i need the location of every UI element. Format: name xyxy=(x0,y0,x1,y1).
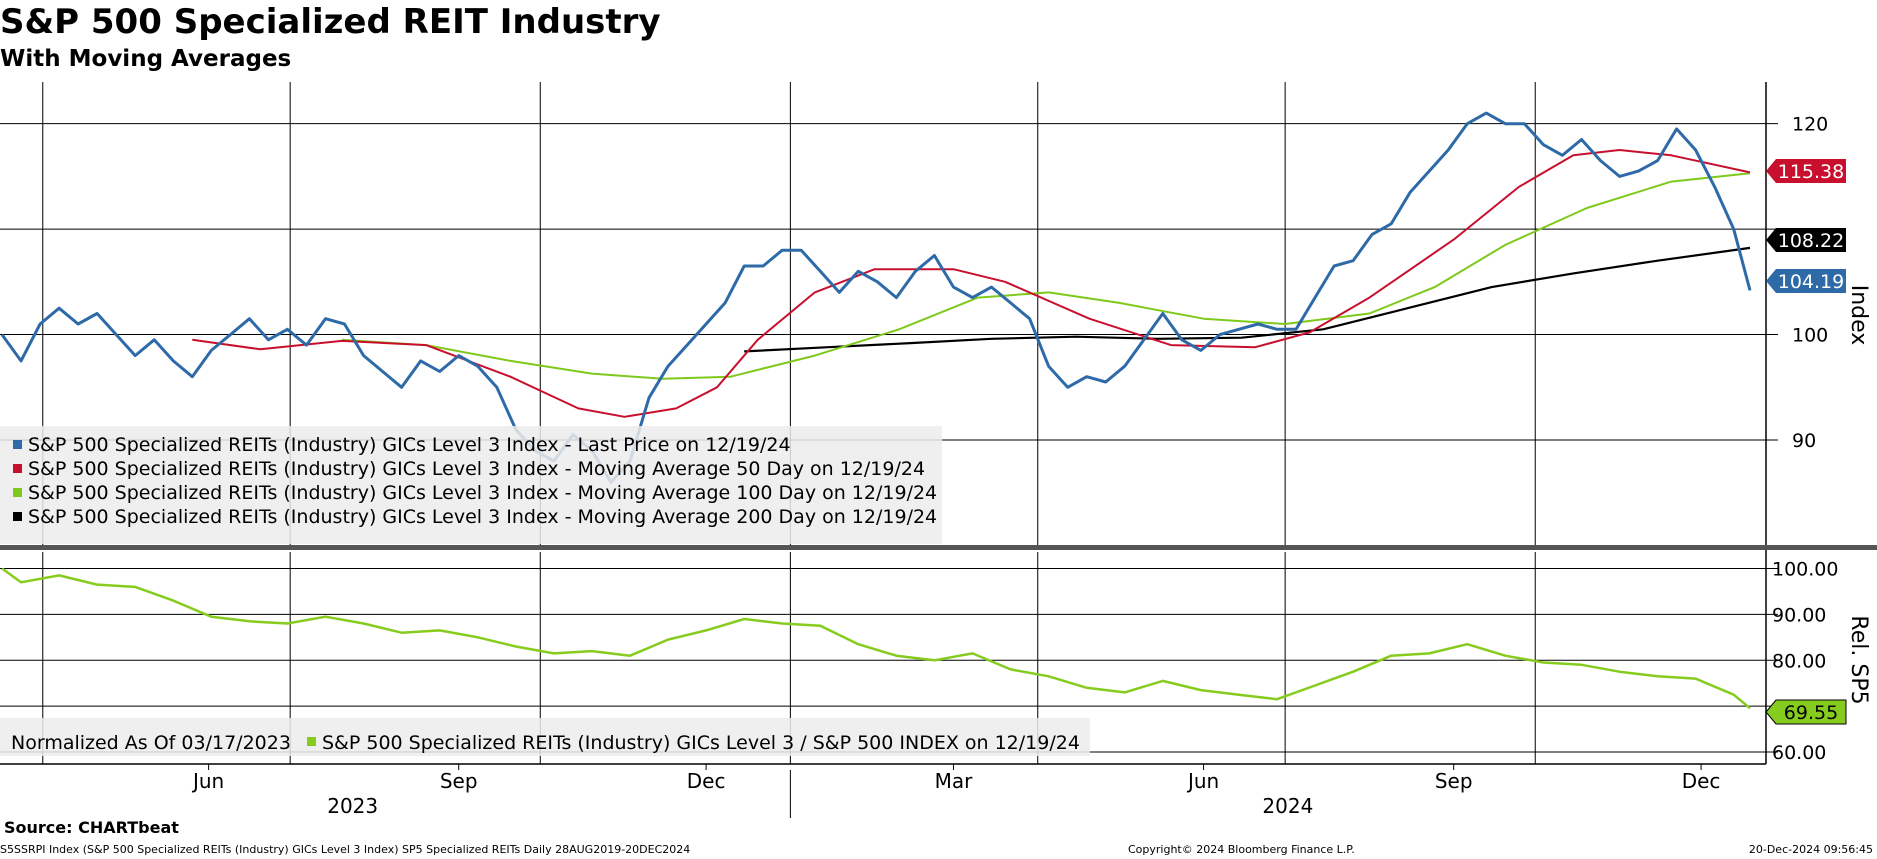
chart-title: S&P 500 Specialized REIT Industry xyxy=(0,2,661,42)
legend-box xyxy=(0,718,1090,756)
legend-entry: S&P 500 Specialized REITs (Industry) GIC… xyxy=(322,732,1080,754)
y-axis-title: Rel. SP5 xyxy=(1846,615,1871,704)
ma200-line xyxy=(744,246,1751,353)
timestamp: 20-Dec-2024 09:56:45 xyxy=(1748,843,1873,856)
last-value-tag: 104.19 xyxy=(1766,269,1846,293)
legend-entry: S&P 500 Specialized REITs (Industry) GIC… xyxy=(28,458,925,480)
year-label: 2024 xyxy=(1262,794,1313,818)
legend-entry: S&P 500 Specialized REITs (Industry) GIC… xyxy=(28,506,937,528)
x-tick-label: Dec xyxy=(687,769,726,793)
chart-subtitle: With Moving Averages xyxy=(0,46,292,72)
ticker-line: S5SSRPI Index (S&P 500 Specialized REITs… xyxy=(0,843,691,856)
tag-shape xyxy=(1766,269,1846,293)
tag-value: 104.19 xyxy=(1778,271,1844,293)
legend-swatch xyxy=(13,512,22,521)
y-tick-label: 90.00 xyxy=(1772,604,1826,626)
last-value-tag: 108.22 xyxy=(1766,228,1846,252)
legend-box xyxy=(0,426,942,544)
y-axis-title: Index xyxy=(1846,285,1871,346)
x-tick-label: Sep xyxy=(1435,769,1473,793)
lower-legend: Normalized As Of 03/17/2023 S&P 500 Speci… xyxy=(0,718,1090,756)
y-tick-label: 120 xyxy=(1792,114,1828,136)
legend-swatch xyxy=(307,737,316,746)
upper-legend: S&P 500 Specialized REITs (Industry) GIC… xyxy=(0,426,942,544)
y-tick-label: 100 xyxy=(1792,325,1828,347)
legend-swatch xyxy=(13,440,22,449)
legend-entry: S&P 500 Specialized REITs (Industry) GIC… xyxy=(28,434,791,456)
tag-shape xyxy=(1765,699,1847,725)
legend-swatch xyxy=(13,464,22,473)
x-tick-label: Jun xyxy=(191,769,224,793)
year-label: 2023 xyxy=(327,794,378,818)
legend-entry: Normalized As Of 03/17/2023 xyxy=(11,732,291,754)
tag-shape xyxy=(1766,159,1846,183)
x-tick-label: Jun xyxy=(1186,769,1219,793)
copyright: Copyright© 2024 Bloomberg Finance L.P. xyxy=(1128,843,1355,856)
last-value-tag: 115.38 xyxy=(1766,159,1846,183)
x-tick-label: Mar xyxy=(935,769,974,793)
ma50-line xyxy=(192,149,1751,418)
tag-value: 108.22 xyxy=(1778,230,1844,252)
y-tick-label: 100.00 xyxy=(1772,559,1838,581)
y-tick-label: 60.00 xyxy=(1772,742,1826,764)
last-value-tag: 69.55 xyxy=(1765,699,1847,725)
x-tick-label: Dec xyxy=(1682,769,1721,793)
y-tick-label: 80.00 xyxy=(1772,650,1826,672)
y-tick-label: 90 xyxy=(1792,430,1816,452)
tag-value: 115.38 xyxy=(1778,161,1844,183)
legend-swatch xyxy=(13,488,22,497)
relative-line xyxy=(1,567,1751,710)
source-note: Source: CHARTbeat xyxy=(4,818,179,837)
tag-value: 69.55 xyxy=(1784,702,1838,724)
ma100-line xyxy=(341,172,1751,380)
tag-shape xyxy=(1766,228,1846,252)
x-tick-label: Sep xyxy=(440,769,478,793)
legend-entry: S&P 500 Specialized REITs (Industry) GIC… xyxy=(28,482,937,504)
last-price-line xyxy=(0,111,1752,484)
